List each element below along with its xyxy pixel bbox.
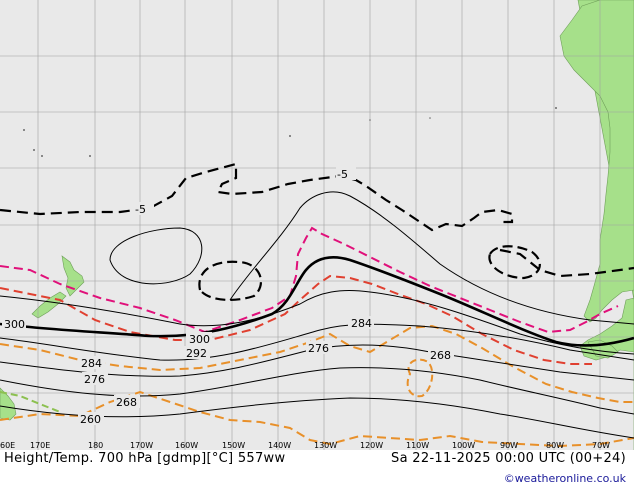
height-contour-low-loop (109, 227, 203, 285)
label-300-mid: 300 (189, 333, 210, 346)
lon-label-100w: 100W (452, 441, 475, 450)
map-footer: Height/Temp. 700 hPa [gdmp][°C] 557ww Sa… (0, 450, 634, 490)
lon-label-80w: 80W (546, 441, 564, 450)
lon-label-160w: 160W (175, 441, 198, 450)
temp-contour-orange-2 (0, 390, 634, 448)
label-minus5-top: -5 (337, 168, 348, 181)
credit-link[interactable]: ©weatheronline.co.uk (503, 472, 626, 485)
new-zealand-north (61, 255, 85, 297)
temp-contour-minus5-east (499, 248, 634, 278)
lon-label-150w: 150W (222, 441, 245, 450)
lon-label-70w: 70W (592, 441, 610, 450)
label-284-left: 284 (81, 357, 102, 370)
height-contour-upper (229, 191, 634, 325)
weather-map: 300 300 292 284 284 276 276 268 268 260 … (0, 0, 634, 450)
map-canvas: 300 300 292 284 284 276 276 268 268 260 … (0, 0, 634, 450)
lon-label-170e: 170E (30, 441, 50, 450)
longitude-labels: 60E 170E 180 170W 160W 150W 140W 130W 12… (0, 441, 610, 450)
map-title: Height/Temp. 700 hPa [gdmp][°C] 557ww (4, 451, 286, 466)
label-292: 292 (186, 347, 207, 360)
height-contour-260 (0, 397, 634, 439)
height-contour-292 (0, 290, 634, 355)
temp-contour-orange-1 (0, 324, 634, 403)
contour-labels: 300 300 292 284 284 276 276 268 268 260 … (2, 167, 454, 426)
south-america-mainland (559, 0, 634, 323)
temp-contour-magenta (0, 226, 619, 334)
label-300-left: 300 (4, 318, 25, 331)
new-zealand-south (31, 291, 67, 319)
lon-label-130w: 130W (314, 441, 337, 450)
forecast-datetime: Sa 22-11-2025 00:00 UTC (00+24) (391, 451, 626, 466)
island-specks (23, 107, 557, 157)
lon-label-120w: 120W (360, 441, 383, 450)
label-minus5-left: -5 (135, 203, 146, 216)
label-268-right: 268 (430, 349, 451, 362)
label-276-left: 276 (84, 373, 105, 386)
temp-contour-minus5-loop-1 (198, 260, 262, 302)
temp-contour-minus5 (0, 162, 514, 232)
height-contour-300 (0, 256, 634, 347)
label-268-left: 268 (116, 396, 137, 409)
lon-label-90w: 90W (500, 441, 518, 450)
australia-corner (0, 387, 17, 421)
lon-label-110w: 110W (406, 441, 429, 450)
lon-label-140w: 140W (268, 441, 291, 450)
label-276-mid: 276 (308, 342, 329, 355)
temp-contour-orange-loop (406, 358, 434, 398)
map-grid (0, 0, 634, 450)
height-contours (0, 191, 634, 439)
lon-label-left-edge: 60E (0, 441, 15, 450)
label-284-right: 284 (351, 317, 372, 330)
height-contour-284 (0, 323, 634, 361)
temp-contour-minus5-loop-2 (488, 245, 541, 280)
lon-label-170w: 170W (130, 441, 153, 450)
temp-contour-red (0, 274, 592, 365)
lon-label-180: 180 (88, 441, 103, 450)
label-260: 260 (80, 413, 101, 426)
